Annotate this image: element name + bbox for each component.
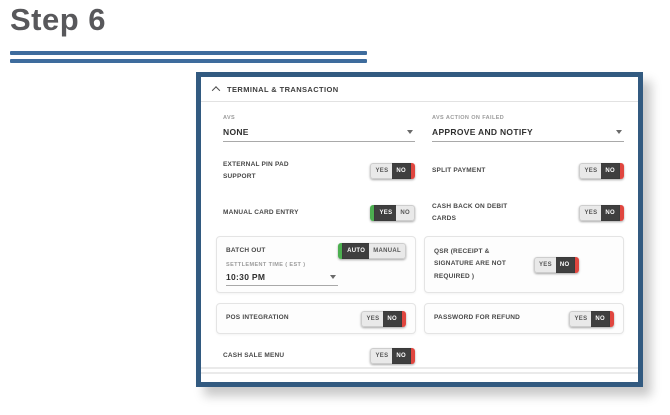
panel-title: TERMINAL & TRANSACTION	[227, 84, 339, 94]
no-option[interactable]: NO	[392, 163, 411, 179]
manual-card-entry-label: MANUAL CARD ENTRY	[223, 208, 299, 216]
toggle-row-2: MANUAL CARD ENTRY YES NO CASH BACK ON DE…	[216, 198, 624, 228]
dropdown-arrow-icon[interactable]	[329, 275, 336, 279]
split-payment-toggle[interactable]: YES NO	[579, 163, 624, 179]
avs-action-value: APPROVE AND NOTIFY	[432, 127, 533, 137]
page-title: Step 6	[10, 2, 107, 37]
auto-option[interactable]: AUTO	[342, 243, 370, 259]
no-option[interactable]: NO	[392, 348, 411, 364]
avs-action-label: AVS ACTION ON FAILED	[432, 115, 505, 121]
no-option[interactable]: NO	[601, 205, 620, 221]
yes-option[interactable]: YES	[370, 348, 393, 364]
pos-integration-label: POS INTEGRATION	[226, 314, 289, 322]
qsr-label: QSR (RECEIPT & SIGNATURE ARE NOT REQUIRE…	[434, 248, 507, 280]
avs-action-on-failed-select[interactable]: AVS ACTION ON FAILED APPROVE AND NOTIFY	[432, 115, 624, 142]
manual-option[interactable]: MANUAL	[369, 243, 406, 259]
yes-option[interactable]: YES	[579, 163, 602, 179]
qsr-card: QSR (RECEIPT & SIGNATURE ARE NOT REQUIRE…	[424, 236, 624, 293]
manual-card-entry-toggle[interactable]: YES NO	[370, 205, 415, 221]
batch-out-card: BATCH OUT AUTO MANUAL SETTLEMENT TIME ( …	[216, 236, 416, 293]
panel-header[interactable]: TERMINAL & TRANSACTION	[201, 77, 638, 102]
external-pin-pad-cell: EXTERNAL PIN PAD SUPPORT YES NO	[223, 154, 415, 188]
settlement-time-select[interactable]: SETTLEMENT TIME ( EST ) 10:30 PM	[226, 262, 338, 286]
password-for-refund-label: PASSWORD FOR REFUND	[434, 314, 521, 322]
batch-out-label: BATCH OUT	[226, 246, 266, 254]
title-underline-bottom	[10, 59, 367, 63]
toggle-row-3: CASH SALE MENU YES NO	[216, 345, 624, 367]
split-payment-cell: SPLIT PAYMENT YES NO	[432, 154, 624, 188]
no-option[interactable]: NO	[591, 310, 610, 327]
cash-back-on-debit-cards-toggle[interactable]: YES NO	[579, 205, 624, 221]
external-pin-pad-label: EXTERNAL PIN PAD SUPPORT	[223, 160, 289, 180]
title-underline-top	[10, 51, 367, 55]
avs-select[interactable]: AVS NONE	[223, 115, 415, 142]
no-option[interactable]: NO	[383, 310, 402, 327]
cash-sale-menu-cell: CASH SALE MENU YES NO	[223, 345, 415, 367]
settlement-time-value: 10:30 PM	[226, 272, 266, 282]
panel-body: AVS NONE AVS ACTION ON FAILED APPROVE AN…	[201, 115, 638, 367]
card-row-2: POS INTEGRATION YES NO PASSWORD FOR REFU…	[216, 303, 624, 334]
yes-option[interactable]: YES	[361, 310, 384, 327]
avs-value: NONE	[223, 127, 249, 137]
password-for-refund-toggle[interactable]: YES NO	[569, 310, 614, 327]
dropdown-arrow-icon[interactable]	[616, 130, 622, 134]
external-pin-pad-support-toggle[interactable]: YES NO	[370, 163, 415, 179]
cash-sale-menu-label: CASH SALE MENU	[223, 351, 285, 359]
password-for-refund-card: PASSWORD FOR REFUND YES NO	[424, 303, 624, 334]
qsr-toggle[interactable]: YES NO	[534, 256, 579, 273]
toggle-row-1: EXTERNAL PIN PAD SUPPORT YES NO SPLIT PA…	[216, 154, 624, 188]
pos-integration-card: POS INTEGRATION YES NO	[216, 303, 416, 334]
collapse-chevron-up-icon	[211, 86, 221, 95]
no-option[interactable]: NO	[555, 256, 575, 273]
no-option[interactable]: NO	[396, 205, 415, 221]
terminal-transaction-panel: TERMINAL & TRANSACTION AVS NONE AVS ACTI…	[196, 72, 643, 387]
panel-bottom-divider	[201, 367, 638, 369]
manual-card-entry-cell: MANUAL CARD ENTRY YES NO	[223, 198, 415, 228]
yes-option[interactable]: YES	[579, 205, 602, 221]
dropdown-arrow-icon[interactable]	[407, 130, 413, 134]
cash-sale-menu-toggle[interactable]: YES NO	[370, 348, 415, 364]
yes-option[interactable]: YES	[534, 256, 556, 273]
yes-option[interactable]: YES	[569, 310, 592, 327]
yes-option[interactable]: YES	[374, 205, 397, 221]
batch-out-toggle[interactable]: AUTO MANUAL	[338, 243, 406, 259]
no-option[interactable]: NO	[601, 163, 620, 179]
settlement-time-label: SETTLEMENT TIME ( EST )	[226, 262, 306, 268]
pos-integration-toggle[interactable]: YES NO	[361, 310, 406, 327]
avs-row: AVS NONE AVS ACTION ON FAILED APPROVE AN…	[216, 115, 624, 142]
cash-back-debit-label: CASH BACK ON DEBIT CARDS	[432, 202, 508, 222]
cash-back-debit-cell: CASH BACK ON DEBIT CARDS YES NO	[432, 198, 624, 228]
yes-option[interactable]: YES	[370, 163, 393, 179]
card-row-1: BATCH OUT AUTO MANUAL SETTLEMENT TIME ( …	[216, 236, 624, 293]
avs-label: AVS	[223, 115, 236, 121]
split-payment-label: SPLIT PAYMENT	[432, 166, 486, 174]
panel-bottom-divider	[201, 372, 638, 374]
